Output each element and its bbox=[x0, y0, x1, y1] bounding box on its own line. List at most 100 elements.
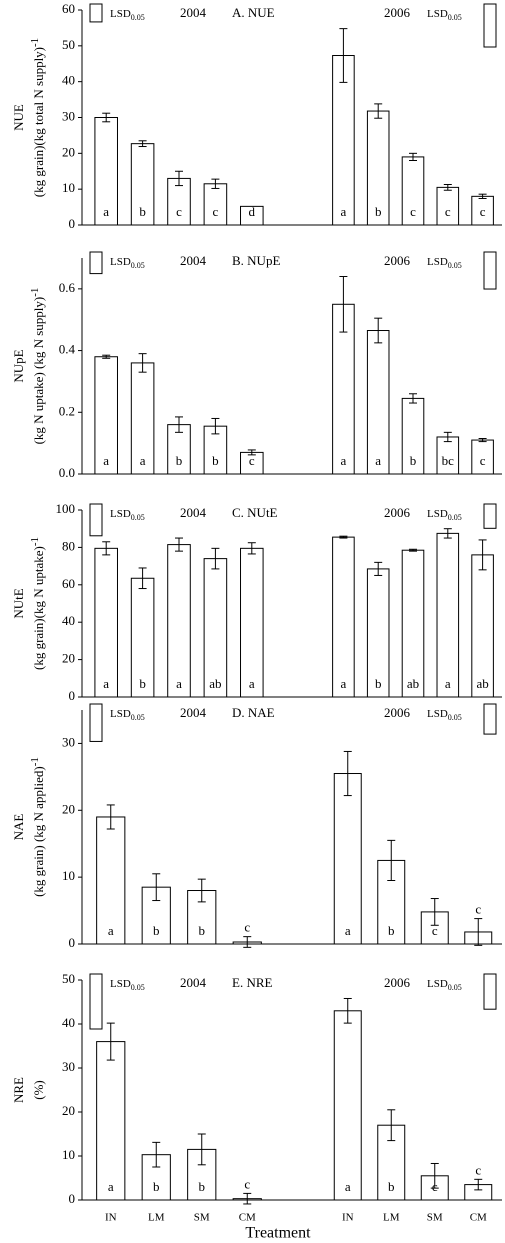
lsd-sub: 0.05 bbox=[448, 513, 462, 522]
lsd-label: LSD0.05 bbox=[110, 8, 145, 22]
y-tick-label: 0 bbox=[69, 688, 76, 703]
significance-letter: a bbox=[341, 204, 347, 219]
x-tick-label: CM bbox=[239, 1212, 256, 1224]
bar bbox=[96, 816, 126, 945]
y-tick-label: 100 bbox=[56, 501, 76, 516]
significance-letter: a bbox=[375, 453, 381, 468]
y-tick-label: 80 bbox=[62, 538, 75, 553]
y-axis-label: NUE bbox=[11, 104, 26, 131]
bar bbox=[436, 532, 460, 698]
y-tick-label: 40 bbox=[62, 613, 75, 628]
lsd-sub: 0.05 bbox=[448, 713, 462, 722]
y-tick-label: 20 bbox=[62, 801, 75, 816]
lsd-label: LSD0.05 bbox=[427, 708, 462, 722]
year-label: 2004 bbox=[180, 975, 207, 990]
year-label: 2004 bbox=[180, 505, 207, 520]
significance-letter: ab bbox=[476, 676, 488, 691]
unit-text: (kg N uptake) (kg N supply) bbox=[31, 297, 46, 445]
year-label: 2004 bbox=[180, 253, 207, 268]
y-tick-label: 30 bbox=[62, 108, 75, 123]
significance-letter: c bbox=[244, 920, 250, 935]
y-tick-label: 0.0 bbox=[59, 465, 75, 480]
unit-text: (%) bbox=[31, 1080, 46, 1100]
x-tick-label: LM bbox=[383, 1212, 400, 1224]
y-tick-label: 0 bbox=[69, 935, 76, 950]
lsd-text: LSD bbox=[110, 978, 131, 990]
y-tick-label: 30 bbox=[62, 1059, 75, 1074]
lsd-label: LSD0.05 bbox=[110, 708, 145, 722]
significance-letter: ab bbox=[407, 676, 419, 691]
significance-letter: c bbox=[410, 204, 416, 219]
lsd-sub: 0.05 bbox=[448, 983, 462, 992]
lsd-sub: 0.05 bbox=[448, 13, 462, 22]
unit-text: (kg grain)(kg N uptake) bbox=[31, 546, 46, 670]
x-axis-label: Treatment bbox=[245, 1225, 311, 1242]
lsd-sub: 0.05 bbox=[131, 261, 145, 270]
lsd-text: LSD bbox=[110, 8, 131, 20]
significance-letter: b bbox=[375, 676, 382, 691]
significance-letter: a bbox=[140, 453, 146, 468]
year-label: 2004 bbox=[180, 5, 207, 20]
significance-letter: c bbox=[249, 453, 255, 468]
y-tick-label: 10 bbox=[62, 180, 75, 195]
bar bbox=[401, 549, 425, 698]
y-axis-label: NAE bbox=[11, 814, 26, 841]
significance-letter: b bbox=[388, 923, 395, 938]
lsd-label: LSD0.05 bbox=[427, 508, 462, 522]
y-axis-unit: (kg grain)(kg N uptake)-1 bbox=[29, 537, 46, 670]
lsd-box bbox=[89, 503, 103, 537]
bar bbox=[94, 547, 118, 698]
unit-text: (kg grain)(kg total N supply) bbox=[31, 47, 46, 197]
unit-sup: -1 bbox=[29, 38, 41, 47]
unit-text: (kg grain) (kg N applied) bbox=[31, 766, 46, 897]
lsd-text: LSD bbox=[427, 8, 448, 20]
year-label: 2006 bbox=[384, 253, 411, 268]
lsd-sub: 0.05 bbox=[131, 513, 145, 522]
significance-letter: c bbox=[432, 923, 438, 938]
significance-letter: bc bbox=[442, 453, 455, 468]
lsd-box bbox=[89, 251, 103, 275]
significance-letter: b bbox=[375, 204, 382, 219]
lsd-label: LSD0.05 bbox=[427, 8, 462, 22]
y-tick-label: 0.6 bbox=[59, 280, 76, 295]
lsd-text: LSD bbox=[427, 708, 448, 720]
panel-title: C. NUtE bbox=[232, 505, 278, 520]
lsd-box bbox=[483, 503, 497, 529]
lsd-box bbox=[483, 973, 497, 1010]
significance-letter: b bbox=[153, 1179, 160, 1194]
significance-letter: c bbox=[475, 902, 481, 917]
y-tick-label: 10 bbox=[62, 868, 75, 883]
lsd-box bbox=[89, 3, 103, 23]
significance-letter: b bbox=[176, 453, 183, 468]
y-tick-label: 0.4 bbox=[59, 342, 76, 357]
y-axis-unit: (kg grain)(kg total N supply)-1 bbox=[29, 38, 46, 197]
significance-letter: a bbox=[108, 1179, 114, 1194]
y-tick-label: 50 bbox=[62, 37, 75, 52]
panel-title: A. NUE bbox=[232, 5, 275, 20]
significance-letter: a bbox=[345, 923, 351, 938]
x-tick-label: IN bbox=[105, 1212, 117, 1224]
y-tick-label: 10 bbox=[62, 1147, 75, 1162]
significance-letter: c bbox=[475, 1162, 481, 1177]
year-label: 2006 bbox=[384, 5, 411, 20]
lsd-box bbox=[89, 703, 103, 742]
lsd-sub: 0.05 bbox=[131, 713, 145, 722]
y-tick-label: 30 bbox=[62, 734, 75, 749]
y-tick-label: 40 bbox=[62, 73, 75, 88]
year-label: 2006 bbox=[384, 975, 411, 990]
lsd-sub: 0.05 bbox=[131, 983, 145, 992]
x-tick-label: SM bbox=[427, 1212, 443, 1224]
significance-letter: b bbox=[139, 204, 146, 219]
lsd-box bbox=[483, 251, 497, 290]
lsd-label: LSD0.05 bbox=[110, 508, 145, 522]
significance-letter: a bbox=[176, 676, 182, 691]
x-tick-label: CM bbox=[470, 1212, 487, 1224]
significance-letter: ab bbox=[209, 676, 221, 691]
lsd-text: LSD bbox=[110, 508, 131, 520]
significance-letter: b bbox=[388, 1179, 395, 1194]
lsd-text: LSD bbox=[427, 978, 448, 990]
lsd-label: LSD0.05 bbox=[427, 256, 462, 270]
significance-letter: d bbox=[249, 204, 256, 219]
lsd-text: LSD bbox=[110, 256, 131, 268]
y-axis-unit: (kg grain) (kg N applied)-1 bbox=[29, 757, 46, 897]
